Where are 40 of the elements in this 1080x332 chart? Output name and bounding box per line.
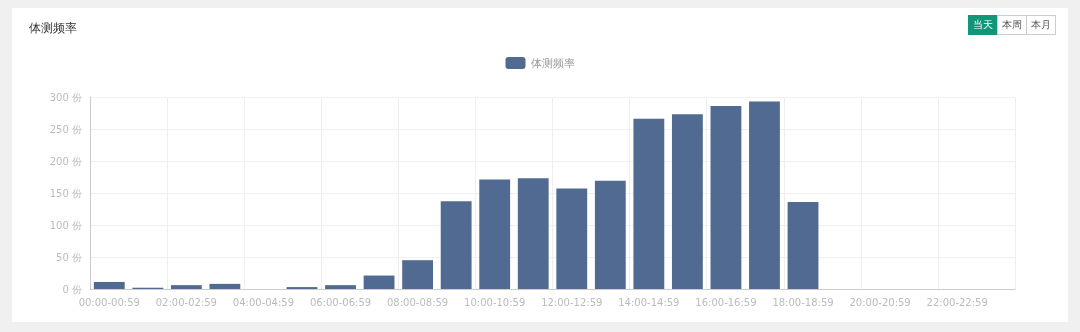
x-tick-label: 06:00-06:59 (309, 296, 372, 308)
x-tick-label: 16:00-16:59 (695, 296, 757, 308)
bar (440, 201, 472, 289)
bar (363, 275, 395, 289)
x-tick-label: 02:00-02:59 (155, 296, 217, 308)
x-tick-label: 08:00-08:59 (386, 296, 449, 308)
bar (556, 188, 588, 289)
bar (710, 105, 742, 289)
legend-label: 体测频率 (530, 56, 575, 70)
x-tick-label: 18:00-18:59 (772, 296, 834, 308)
y-tick-label: 50 份 (56, 251, 82, 263)
y-tick-label: 150 份 (49, 187, 82, 199)
x-tick-label: 12:00-12:59 (541, 296, 603, 308)
bar (170, 285, 202, 289)
x-tick-label: 14:00-14:59 (618, 296, 680, 308)
text: 本周 (997, 15, 1027, 35)
y-tick-label: 300 份 (49, 91, 82, 103)
y-tick-label: 100 份 (49, 219, 82, 231)
text: 当天 (968, 15, 998, 35)
x-tick-label: 22:00-22:59 (926, 296, 988, 308)
x-tick-label: 10:00-10:59 (464, 296, 526, 308)
bar (479, 179, 511, 289)
x-tick-label: 04:00-04:59 (232, 296, 295, 308)
x-tick-label: 00:00-00:59 (78, 296, 140, 308)
x-tick-label: 20:00-20:59 (849, 296, 911, 308)
y-tick-label: 200 份 (49, 155, 82, 167)
bar (402, 260, 434, 289)
bar (325, 285, 356, 289)
bar (517, 178, 549, 289)
bar (633, 118, 665, 289)
bar (93, 281, 125, 289)
bar (671, 114, 703, 289)
chart-title: 体测频率 (29, 21, 77, 35)
bar (594, 180, 626, 289)
y-tick-label: 0 份 (62, 283, 82, 295)
text: 本月 (1026, 15, 1056, 35)
bar (787, 201, 819, 289)
bar (749, 101, 780, 289)
bar (209, 283, 241, 289)
y-tick-label: 250 份 (49, 123, 82, 135)
